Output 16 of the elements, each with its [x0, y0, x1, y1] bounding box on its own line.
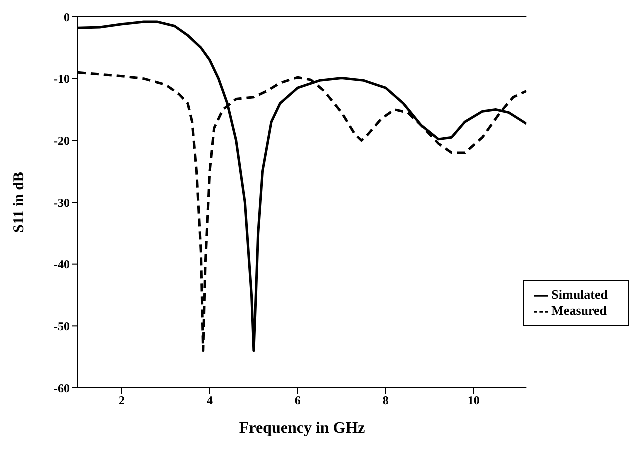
x-tick-label: 6: [294, 394, 301, 408]
y-tick-label: -30: [54, 196, 70, 210]
x-tick-label: 4: [206, 394, 213, 408]
y-axis-title: S11 in dB: [11, 172, 28, 233]
x-tick-label: 2: [118, 394, 125, 408]
x-axis-title: Frequency in GHz: [239, 420, 366, 437]
y-tick-label: -10: [54, 72, 70, 86]
legend-label: Simulated: [552, 287, 608, 302]
x-tick-label: 8: [382, 394, 389, 408]
y-tick-label: -50: [54, 319, 70, 334]
y-tick-label: -60: [54, 381, 70, 396]
legend-label: Measured: [552, 303, 608, 318]
y-tick-label: 0: [64, 10, 70, 24]
y-tick-label: -20: [54, 134, 70, 148]
x-tick-label: 10: [468, 394, 480, 408]
y-tick-label: -40: [54, 258, 70, 272]
